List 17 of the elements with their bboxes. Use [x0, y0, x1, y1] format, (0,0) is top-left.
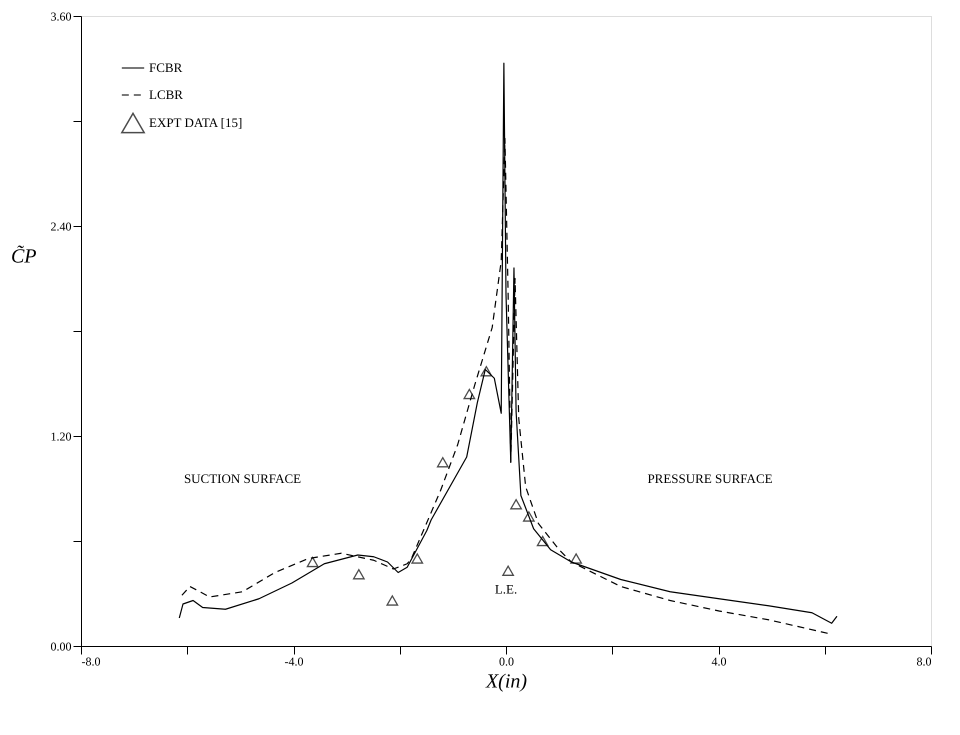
annotation: SUCTION SURFACE [184, 471, 302, 486]
y-tick-label: 2.40 [50, 220, 72, 234]
y-axis-title: C̃P [10, 245, 36, 268]
y-tick-label: 0.00 [50, 640, 72, 654]
annotation: L.E. [494, 581, 518, 596]
legend-label: LCBR [149, 87, 184, 102]
y-tick-label: 3.60 [50, 10, 72, 24]
x-tick-label: 8.0 [916, 654, 932, 668]
x-tick-label: -4.0 [284, 654, 304, 668]
x-axis-title: X(in) [484, 670, 528, 692]
annotation: PRESSURE SURFACE [647, 471, 773, 486]
x-tick-label: 0.0 [499, 654, 514, 668]
y-tick-label: 1.20 [50, 430, 72, 444]
x-tick-label: -8.0 [82, 654, 100, 668]
x-tick-label: 4.0 [712, 654, 726, 668]
legend-label: FCBR [149, 60, 183, 75]
legend-label: EXPT DATA [15] [149, 115, 242, 130]
